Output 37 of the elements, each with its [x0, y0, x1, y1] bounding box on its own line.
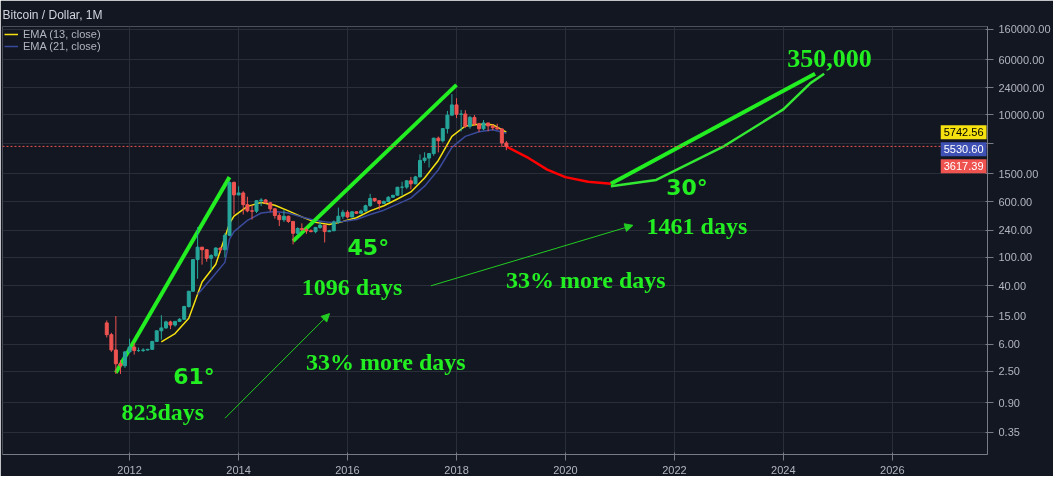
annotation: 350,000: [787, 43, 872, 73]
x-tick-label: 2024: [771, 463, 796, 476]
y-tick-label: 10000.00: [998, 108, 1045, 121]
y-tick-label: 240.00: [998, 224, 1033, 237]
annotation: 33% more days: [506, 266, 666, 293]
annotation: 5530.60: [943, 143, 984, 156]
y-tick-label: 60000.00: [998, 53, 1045, 66]
x-tick-label: 2022: [662, 463, 687, 476]
x-tick-label: 2012: [117, 463, 142, 476]
chart-title: Bitcoin / Dollar, 1M: [2, 7, 103, 22]
annotation: 33% more days: [306, 349, 466, 376]
y-tick-label: 2.50: [998, 365, 1020, 378]
y-tick-label: 100.00: [998, 251, 1033, 264]
y-tick-label: 15.00: [998, 310, 1027, 322]
legend-label: EMA (21, close): [23, 40, 101, 52]
y-tick-label: 0.90: [998, 396, 1020, 409]
y-tick-label: 600.00: [998, 195, 1033, 208]
ref-line-label: 3617.39: [943, 160, 984, 173]
x-tick-label: 2018: [444, 463, 469, 476]
x-tick-label: 2016: [335, 463, 360, 476]
annotation: 45°: [347, 235, 390, 261]
y-tick-label: 6.00: [998, 338, 1020, 351]
y-tick-label: 0.35: [998, 426, 1020, 439]
x-tick-label: 2026: [880, 463, 905, 476]
annotation: 1096 days: [301, 274, 403, 301]
y-tick-label: 40.00: [998, 279, 1027, 292]
annotation: 823days: [121, 399, 205, 426]
legend-label: EMA (13, close): [23, 28, 101, 40]
y-tick-label: 24000.00: [998, 81, 1045, 94]
annotation: 5742.56: [943, 126, 984, 139]
annotation: 61°: [173, 363, 215, 389]
annotation: 30°: [666, 175, 708, 201]
annotation: 1461 days: [646, 212, 748, 239]
x-tick-label: 2014: [226, 463, 251, 476]
y-tick-label: 1500.00: [998, 167, 1039, 180]
x-tick-label: 2020: [553, 463, 578, 476]
y-tick-label: 160000.00: [998, 23, 1051, 36]
